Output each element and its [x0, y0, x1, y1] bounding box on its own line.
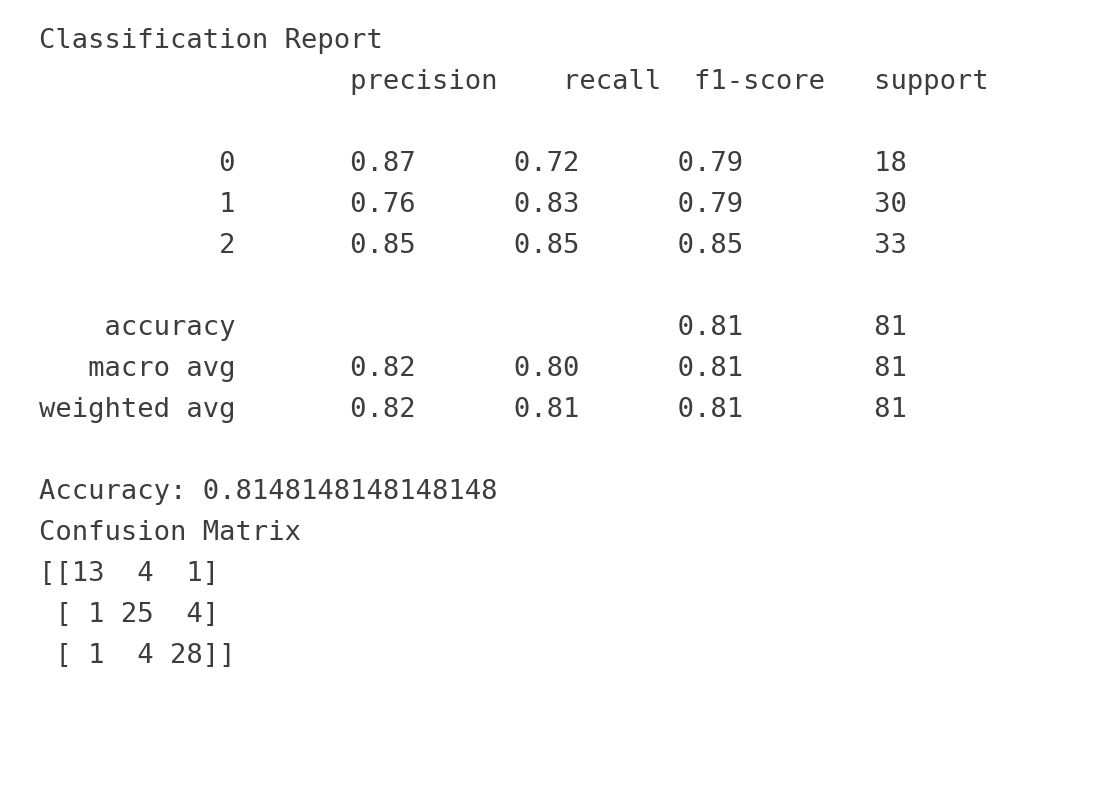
- Text: Classification Report
                   precision    recall  f1-score   support: Classification Report precision recall f…: [39, 28, 988, 669]
